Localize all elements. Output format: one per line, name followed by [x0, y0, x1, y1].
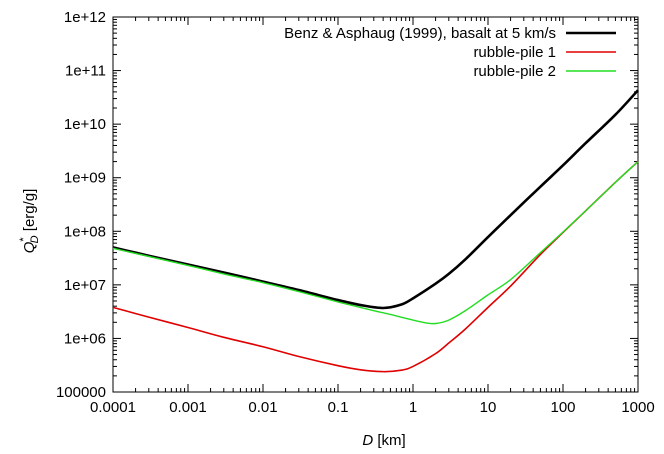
- x-axis: 0.0001 0.001 0.01 0.1 1 10 100 1000: [90, 17, 655, 416]
- y-axis-label-var: Q: [21, 241, 38, 253]
- x-tick-label: 1000: [621, 399, 654, 416]
- y-axis-label-sup: *: [18, 237, 30, 242]
- legend: Benz & Asphaug (1999), basalt at 5 km/s r…: [284, 25, 616, 80]
- y-tick-label: 1e+07: [64, 277, 106, 294]
- x-axis-label-var: D: [362, 432, 373, 449]
- x-tick-label: 0.001: [169, 399, 207, 416]
- y-tick-label: 1e+06: [64, 330, 106, 347]
- legend-label-1: Benz & Asphaug (1999), basalt at 5 km/s: [284, 25, 556, 42]
- series-line-3: [112, 161, 639, 325]
- x-tick-label: 0.0001: [90, 399, 136, 416]
- plot-frame: [112, 16, 639, 393]
- x-tick-label: 1: [409, 399, 417, 416]
- legend-label-3: rubble-pile 2: [473, 63, 556, 80]
- x-axis-label: D [km]: [362, 432, 405, 449]
- y-tick-label: 1e+09: [64, 170, 106, 187]
- y-tick-label: 1e+08: [64, 223, 106, 240]
- y-tick-label: 1e+10: [64, 116, 106, 133]
- y-tick-label: 1e+12: [64, 9, 106, 26]
- y-axis-label-unit: [erg/g]: [21, 189, 38, 236]
- y-axis: 100000 1e+06 1e+07 1e+08 1e+09 1e+10 1e+11 1e+1…: [56, 9, 638, 401]
- x-tick-label: 10: [480, 399, 497, 416]
- series-lines: [112, 89, 639, 373]
- y-tick-label: 1e+11: [65, 63, 106, 80]
- x-axis-label-unit: [km]: [373, 432, 406, 449]
- legend-label-2: rubble-pile 1: [473, 44, 556, 61]
- y-tick-label: 100000: [56, 384, 106, 401]
- x-tick-label: 0.01: [248, 399, 277, 416]
- y-axis-label: Q*D [erg/g]: [18, 189, 41, 254]
- y-axis-label-sub: D: [29, 235, 41, 243]
- plot-area: [112, 16, 639, 393]
- svg-text:Q*D [erg/g]: Q*D [erg/g]: [18, 189, 41, 254]
- x-tick-label: 0.1: [328, 399, 349, 416]
- series-line-1: [112, 89, 639, 310]
- x-tick-label: 100: [550, 399, 575, 416]
